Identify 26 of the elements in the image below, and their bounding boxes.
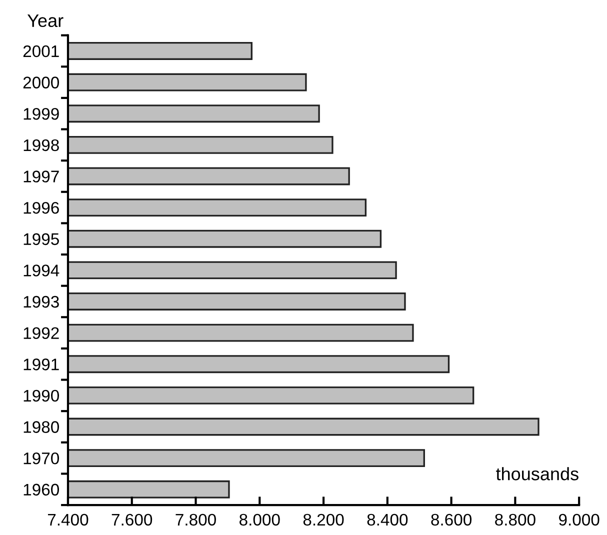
x-tick-label: 7.800 — [176, 514, 216, 526]
y-tick-label: 1970 — [24, 452, 60, 464]
y-tick-label: 1996 — [24, 202, 59, 214]
x-tick-label: 7.600 — [112, 514, 152, 526]
x-tick-label: 8.600 — [431, 514, 472, 526]
y-tick-label: 1991 — [24, 358, 59, 370]
x-tick-label: 8.400 — [367, 514, 408, 526]
x-tick-label: 8.800 — [495, 514, 536, 526]
y-tick-label: 1997 — [24, 170, 59, 182]
x-tick-label: 7.400 — [48, 514, 88, 526]
y-axis-title: Year — [27, 14, 64, 28]
y-tick-label: 1990 — [24, 390, 60, 402]
y-tick-label: 1994 — [24, 264, 60, 276]
y-tick-label: 1993 — [24, 296, 59, 308]
x-axis-title: thousands — [496, 467, 578, 480]
x-tick-label: 8.200 — [303, 514, 344, 526]
x-tick-label: 9.000 — [559, 514, 600, 526]
x-tick-label: 8.000 — [240, 514, 280, 526]
y-tick-label: 2000 — [23, 76, 60, 88]
y-tick-label: 1998 — [24, 139, 59, 152]
y-tick-label: 2001 — [23, 45, 59, 58]
y-tick-label: 1999 — [24, 108, 59, 120]
y-tick-label: 1995 — [24, 233, 59, 246]
y-tick-label: 1992 — [24, 327, 59, 340]
y-tick-label: 1960 — [24, 484, 60, 496]
y-tick-label: 1980 — [24, 421, 60, 433]
